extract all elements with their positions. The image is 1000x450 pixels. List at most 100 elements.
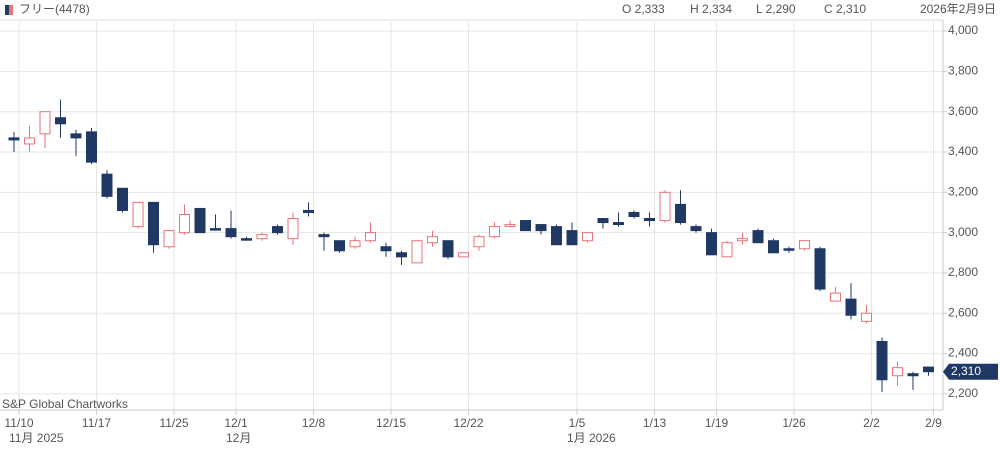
candle-body — [194, 207, 206, 234]
candle-body — [597, 218, 609, 224]
candle-body — [179, 213, 190, 234]
candle-body — [39, 111, 51, 135]
candle-body — [396, 252, 407, 258]
header-value: L 2,290 — [756, 2, 796, 16]
symbol-icon — [5, 5, 9, 15]
candle-body — [55, 117, 66, 125]
header-value: H 2,334 — [690, 2, 732, 16]
candle-body — [24, 137, 35, 145]
candle-body — [70, 133, 82, 139]
candle-body — [861, 312, 872, 322]
candle-body — [8, 137, 20, 141]
candle-body — [907, 373, 919, 377]
x-tick-label: 11/25 — [159, 416, 188, 430]
candle-body — [225, 228, 237, 238]
x-tick-label: 11/10 — [4, 416, 33, 430]
candle-body — [458, 252, 469, 258]
y-tick-label: 3,000 — [948, 225, 978, 239]
candle-body — [287, 218, 299, 240]
candle-body — [303, 209, 314, 213]
y-tick-label: 2,600 — [948, 305, 978, 319]
candle-body — [644, 218, 655, 222]
candle-body — [411, 240, 423, 264]
header-value: O 2,333 — [622, 2, 665, 16]
candle-body — [148, 201, 159, 246]
candle-body — [427, 236, 438, 244]
candle-body — [132, 201, 144, 228]
candle-body — [163, 230, 175, 248]
candle-body — [675, 203, 686, 224]
y-tick-label: 2,400 — [948, 346, 978, 360]
x-tick-label: 12/15 — [376, 416, 406, 430]
candle-body — [783, 248, 795, 251]
x-tick-label: 12/22 — [453, 416, 483, 430]
candle-body — [117, 187, 128, 211]
candle-body — [101, 173, 113, 197]
x-period-label: 1月 2026 — [567, 431, 616, 445]
candle-body — [442, 240, 454, 258]
x-tick-label: 2/2 — [863, 416, 880, 430]
candle-body — [737, 238, 748, 242]
candle-body — [86, 131, 97, 163]
y-tick-label: 3,600 — [948, 104, 978, 118]
candle-body — [845, 298, 857, 316]
x-tick-label: 12/8 — [302, 416, 326, 430]
y-tick-label: 2,800 — [948, 265, 978, 279]
y-tick-label: 3,400 — [948, 144, 978, 158]
candle-body — [752, 230, 764, 244]
y-tick-label: 2,200 — [948, 386, 978, 400]
last-price-tag — [943, 363, 998, 380]
candle-body — [349, 240, 361, 248]
watermark: S&P Global Chartworks — [2, 397, 128, 411]
x-tick-label: 1/13 — [643, 416, 667, 430]
candle-body — [721, 242, 733, 258]
candle-body — [706, 232, 717, 256]
candle-body — [566, 230, 578, 246]
candle-body — [628, 211, 640, 218]
candle-body — [814, 248, 826, 290]
candle-body — [799, 240, 810, 250]
last-price-label: 2,310 — [951, 364, 981, 378]
candle-body — [334, 240, 345, 252]
candle-body — [272, 226, 283, 234]
candle-body — [923, 366, 934, 373]
header-bar — [0, 0, 1000, 20]
candle-body — [520, 220, 531, 232]
candle-body — [613, 222, 624, 226]
symbol-label: フリー(4478) — [19, 2, 90, 16]
candle-body — [892, 367, 903, 377]
x-tick-label: 2/9 — [925, 416, 942, 430]
candle-body — [768, 240, 779, 254]
y-tick-label: 3,800 — [948, 64, 978, 78]
x-tick-label: 12/1 — [224, 416, 248, 430]
candle-body — [473, 236, 485, 248]
candle-body — [830, 292, 841, 302]
x-tick-label: 11/17 — [82, 416, 111, 430]
candle-body — [489, 226, 500, 238]
candle-body — [241, 238, 252, 241]
candle-body — [504, 224, 516, 228]
candle-body — [318, 234, 330, 238]
candle-body — [659, 191, 671, 222]
symbol-icon — [9, 5, 13, 15]
candle-body — [876, 340, 888, 381]
candle-body — [690, 226, 702, 232]
date-label: 2026年2月9日 — [920, 2, 996, 16]
candle-body — [210, 228, 221, 231]
x-tick-label: 1/26 — [782, 416, 806, 430]
candle-body — [551, 226, 562, 246]
y-tick-label: 3,200 — [948, 184, 978, 198]
x-tick-label: 1/5 — [569, 416, 586, 430]
header-value: C 2,310 — [824, 2, 866, 16]
x-tick-label: 1/19 — [705, 416, 729, 430]
candle-body — [582, 232, 593, 242]
y-tick-label: 4,000 — [948, 23, 978, 37]
x-period-label: 12月 — [226, 431, 251, 445]
x-period-label: 11月 2025 — [9, 431, 64, 445]
candle-body — [535, 224, 547, 232]
candle-body — [256, 234, 268, 240]
candle-body — [365, 232, 376, 242]
candle-body — [380, 246, 392, 252]
